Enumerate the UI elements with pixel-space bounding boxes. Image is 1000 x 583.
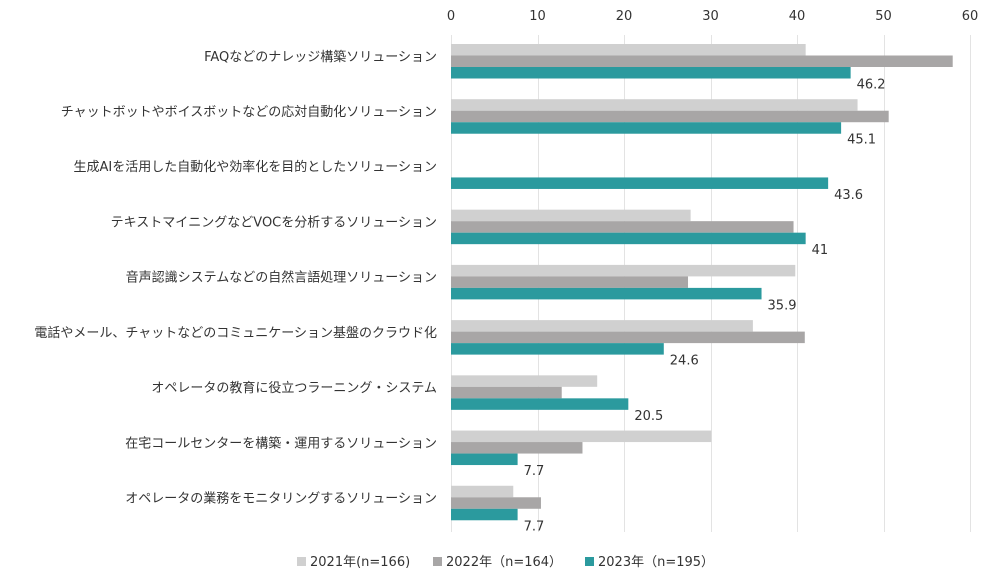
data-label: 45.1 — [847, 133, 876, 148]
legend-swatch — [297, 557, 306, 566]
legend-label: 2021年(n=166) — [310, 555, 410, 570]
x-tick-label: 10 — [529, 9, 546, 24]
legend-label: 2022年（n=164） — [446, 555, 562, 570]
x-axis-ticks: 0 10 20 30 40 50 60 — [447, 9, 978, 24]
data-label: 7.7 — [524, 519, 545, 534]
bar-2-5 — [451, 276, 689, 288]
category-labels: FAQなどのナレッジ構築ソリューションチャットボットやボイスボットなどの応対自動… — [34, 50, 437, 507]
bar-2-8 — [451, 442, 583, 454]
category-label: 生成AIを活用した自動化や効率化を目的としたソリューション — [74, 159, 437, 175]
bar-3-7 — [451, 398, 629, 410]
category-label: FAQなどのナレッジ構築ソリューション — [204, 50, 437, 65]
bar-2-1 — [451, 55, 953, 67]
data-label: 43.6 — [834, 188, 863, 203]
bar-3-6 — [451, 343, 664, 355]
legend-swatch — [585, 557, 594, 566]
legend: 2021年(n=166) 2022年（n=164） 2023年（n=195） — [297, 555, 714, 570]
legend-swatch — [433, 557, 442, 566]
bar-3-3 — [451, 177, 829, 189]
bar-1-2 — [451, 99, 858, 111]
category-label: オペレータの業務をモニタリングするソリューション — [125, 491, 437, 507]
bar-3-1 — [451, 67, 851, 79]
bar-1-9 — [451, 485, 514, 498]
category-label: 在宅コールセンターを構築・運用するソリューション — [125, 436, 437, 451]
data-label: 20.5 — [634, 409, 663, 424]
bar-3-2 — [451, 122, 842, 134]
bar-2-9 — [451, 497, 541, 509]
data-label: 7.7 — [524, 464, 545, 479]
bar-1-8 — [451, 430, 712, 443]
x-tick-label: 40 — [789, 9, 806, 24]
bar-3-9 — [451, 508, 518, 521]
category-label: 電話やメール、チャットなどのコミュニケーション基盤のクラウド化 — [34, 325, 437, 341]
bars — [451, 44, 953, 521]
x-tick-label: 60 — [962, 9, 979, 24]
data-label: 41 — [812, 243, 829, 258]
bar-2-6 — [451, 331, 805, 344]
data-labels: 46.2 45.1 43.6 41 35.9 24.6 20.5 7.7 7.7 — [524, 78, 886, 535]
x-tick-label: 20 — [616, 9, 633, 24]
bar-2-4 — [451, 221, 794, 233]
category-label: オペレータの教育に役立つラーニング・システム — [151, 380, 437, 396]
bar-1-1 — [451, 44, 806, 56]
bar-2-7 — [451, 386, 562, 399]
bar-3-8 — [451, 453, 518, 466]
bar-1-6 — [451, 320, 753, 332]
category-label: テキストマイニングなどVOCを分析するソリューション — [111, 215, 437, 230]
x-tick-label: 50 — [875, 9, 892, 24]
category-label: チャットボットやボイスボットなどの応対自動化ソリューション — [61, 105, 437, 120]
bar-1-5 — [451, 264, 796, 277]
bar-2-2 — [451, 110, 889, 123]
bar-3-4 — [451, 232, 806, 245]
bar-1-4 — [451, 209, 691, 222]
bar-3-5 — [451, 287, 762, 300]
legend-label: 2023年（n=195） — [598, 555, 714, 570]
data-label: 35.9 — [768, 298, 797, 313]
x-tick-label: 0 — [447, 9, 455, 24]
x-tick-label: 30 — [702, 9, 719, 24]
data-label: 46.2 — [857, 78, 886, 93]
bar-1-7 — [451, 375, 598, 387]
category-label: 音声認識システムなどの自然言語処理ソリューション — [126, 270, 437, 286]
data-label: 24.6 — [670, 354, 699, 369]
